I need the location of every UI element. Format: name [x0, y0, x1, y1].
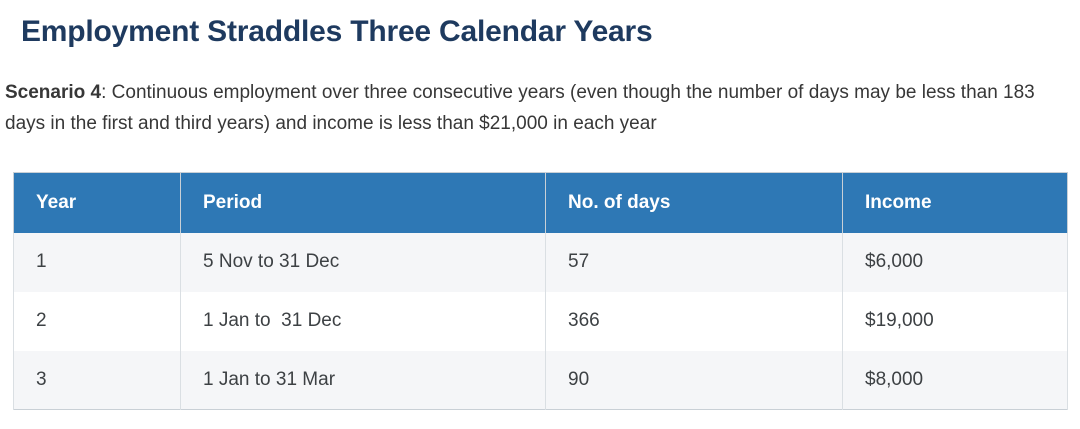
cell-period: 5 Nov to 31 Dec	[180, 232, 546, 292]
table-row: 2 1 Jan to 31 Dec 366 $19,000	[13, 291, 1068, 351]
cell-income: $6,000	[842, 232, 1068, 292]
table-header: Year Period No. of days Income	[13, 172, 1068, 233]
cell-income: $19,000	[842, 291, 1068, 351]
cell-period: 1 Jan to 31 Dec	[180, 291, 546, 351]
table-header-row: Year Period No. of days Income	[13, 172, 1068, 233]
column-header-period: Period	[180, 172, 546, 233]
cell-days: 90	[545, 350, 843, 410]
cell-days: 57	[545, 232, 843, 292]
cell-period: 1 Jan to 31 Mar	[180, 350, 546, 410]
cell-days: 366	[545, 291, 843, 351]
employment-table: Year Period No. of days Income 1 5 Nov t…	[13, 172, 1068, 410]
cell-income: $8,000	[842, 350, 1068, 410]
table-body: 1 5 Nov to 31 Dec 57 $6,000 2 1 Jan to 3…	[13, 232, 1068, 410]
scenario-text: : Continuous employment over three conse…	[5, 82, 1035, 134]
scenario-description: Scenario 4: Continuous employment over t…	[5, 77, 1067, 139]
cell-year: 1	[13, 232, 181, 292]
cell-year: 2	[13, 291, 181, 351]
column-header-days: No. of days	[545, 172, 843, 233]
scenario-label: Scenario 4	[5, 82, 102, 103]
column-header-income: Income	[842, 172, 1068, 233]
table-row: 3 1 Jan to 31 Mar 90 $8,000	[13, 350, 1068, 410]
page-title: Employment Straddles Three Calendar Year…	[21, 15, 653, 48]
column-header-year: Year	[13, 172, 181, 233]
table-row: 1 5 Nov to 31 Dec 57 $6,000	[13, 232, 1068, 292]
cell-year: 3	[13, 350, 181, 410]
